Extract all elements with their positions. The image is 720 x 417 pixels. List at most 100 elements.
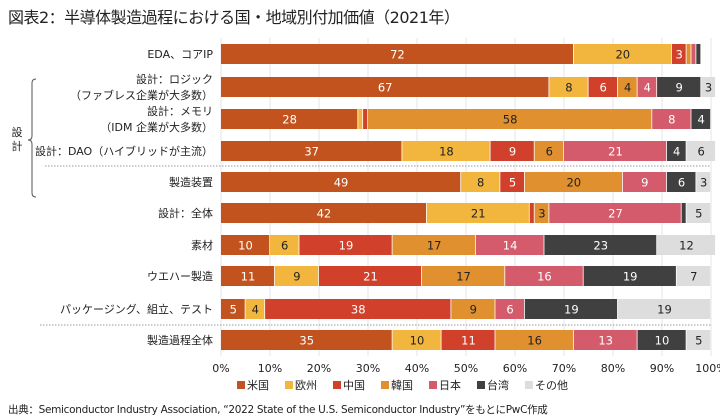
- data-label: 21: [608, 145, 623, 159]
- bar-segment-その他: [686, 330, 711, 350]
- bar-segment-中国: [265, 299, 451, 319]
- bar-segment-日本: [549, 203, 681, 223]
- legend-swatch: [381, 381, 389, 389]
- bar-segment-日本: [652, 109, 691, 129]
- data-label: 8: [565, 81, 572, 95]
- bar-segment-日本: [475, 235, 544, 255]
- data-label: 9: [470, 303, 477, 317]
- data-label: 14: [503, 239, 518, 253]
- chart-title: 図表2：半導体製造過程における国・地域別付加価値（2021年）: [8, 8, 460, 27]
- x-tick-label: 60%: [503, 362, 527, 375]
- bar-segment-その他: [686, 141, 716, 161]
- x-tick-label: 70%: [552, 362, 576, 375]
- legend-swatch: [429, 381, 437, 389]
- bar-segment-韓国: [534, 203, 549, 223]
- data-label: 11: [241, 270, 256, 284]
- bar-segment-米国: [221, 299, 245, 319]
- legend-swatch: [525, 381, 533, 389]
- data-label: 6: [506, 303, 513, 317]
- bar-segment-韓国: [495, 330, 573, 350]
- category-label: 製造装置: [169, 175, 213, 189]
- bar-segment-欧州: [274, 266, 319, 286]
- bar-segment-台湾: [681, 203, 686, 223]
- x-tick-label: 0%: [212, 362, 229, 375]
- bar-segment-中国: [529, 203, 534, 223]
- data-label: 19: [339, 239, 354, 253]
- bar-segment-韓国: [368, 109, 652, 129]
- data-label: 35: [299, 334, 314, 348]
- bar-segment-韓国: [534, 141, 564, 161]
- data-label: 42: [317, 207, 332, 221]
- bar-segment-台湾: [657, 77, 701, 97]
- legend-swatch: [237, 381, 245, 389]
- bar-segment-その他: [657, 235, 716, 255]
- bar-segment-中国: [588, 77, 618, 97]
- legend-label: 韓国: [391, 379, 413, 392]
- bar-segment-日本: [573, 330, 637, 350]
- data-label: 19: [564, 303, 579, 317]
- bar-segment-米国: [221, 109, 358, 129]
- data-label: 3: [675, 48, 682, 62]
- x-tick-label: 100%: [695, 362, 720, 375]
- data-label: 4: [624, 81, 631, 95]
- bar-segment-中国: [490, 141, 534, 161]
- bar-segment-中国: [441, 330, 495, 350]
- legend-swatch: [333, 381, 341, 389]
- legend-swatch: [477, 381, 485, 389]
- bar-segment-その他: [686, 203, 711, 223]
- bar-segment-欧州: [573, 44, 671, 64]
- category-label: 設計：メモリ: [147, 104, 213, 118]
- data-label: 7: [690, 270, 697, 284]
- category-label: 設計：ロジック: [136, 72, 213, 86]
- bar-segment-その他: [696, 172, 711, 192]
- legend-label: 日本: [439, 378, 461, 392]
- bar-segment-米国: [221, 141, 402, 161]
- legend-label: 台湾: [487, 378, 509, 392]
- bar-segment-中国: [671, 44, 686, 64]
- data-label: 9: [509, 145, 516, 159]
- bar-segment-台湾: [637, 330, 686, 350]
- bar-segment-韓国: [686, 44, 691, 64]
- bar-segment-米国: [221, 172, 461, 192]
- bar-segment-欧州: [402, 141, 490, 161]
- category-label: パッケージング、組立、テスト: [60, 302, 213, 316]
- data-label: 6: [698, 145, 705, 159]
- bar-segment-中国: [299, 235, 392, 255]
- bar-segment-台湾: [583, 266, 676, 286]
- bar-segment-米国: [221, 77, 549, 97]
- bar-segment-欧州: [392, 330, 441, 350]
- bar-segment-韓国: [451, 299, 495, 319]
- bar-segment-米国: [221, 266, 275, 286]
- bar-segment-日本: [691, 44, 696, 64]
- category-label: ウエハー製造: [147, 269, 213, 283]
- bar-segment-日本: [505, 266, 583, 286]
- bar-segment-中国: [319, 266, 422, 286]
- source-note: 出典：Semiconductor Industry Association, “…: [8, 404, 548, 416]
- bar-segment-欧州: [270, 235, 299, 255]
- bar-segment-中国: [363, 109, 368, 129]
- bar-segment-台湾: [666, 172, 696, 192]
- bar-segment-韓国: [392, 235, 475, 255]
- category-label: 設計：DAO（ハイブリッドが主流）: [35, 144, 213, 158]
- data-label: 23: [593, 239, 608, 253]
- data-label: 10: [238, 239, 253, 253]
- category-label: 製造過程全体: [147, 333, 213, 347]
- bar-segment-中国: [500, 172, 524, 192]
- data-label: 28: [282, 113, 297, 127]
- data-label: 9: [675, 81, 682, 95]
- legend-label: 欧州: [295, 379, 317, 392]
- group-bracket: [27, 78, 37, 198]
- legend-label: 中国: [343, 379, 365, 392]
- x-tick-label: 50%: [454, 362, 478, 375]
- data-label: 18: [439, 145, 454, 159]
- bar-segment-日本: [637, 77, 657, 97]
- data-label: 21: [471, 207, 486, 221]
- data-label: 6: [678, 176, 685, 190]
- data-label: 9: [293, 270, 300, 284]
- data-label: 4: [698, 113, 705, 127]
- bar-segment-欧州: [245, 299, 265, 319]
- data-label: 19: [657, 303, 672, 317]
- data-label: 37: [304, 145, 319, 159]
- bar-segment-韓国: [617, 77, 637, 97]
